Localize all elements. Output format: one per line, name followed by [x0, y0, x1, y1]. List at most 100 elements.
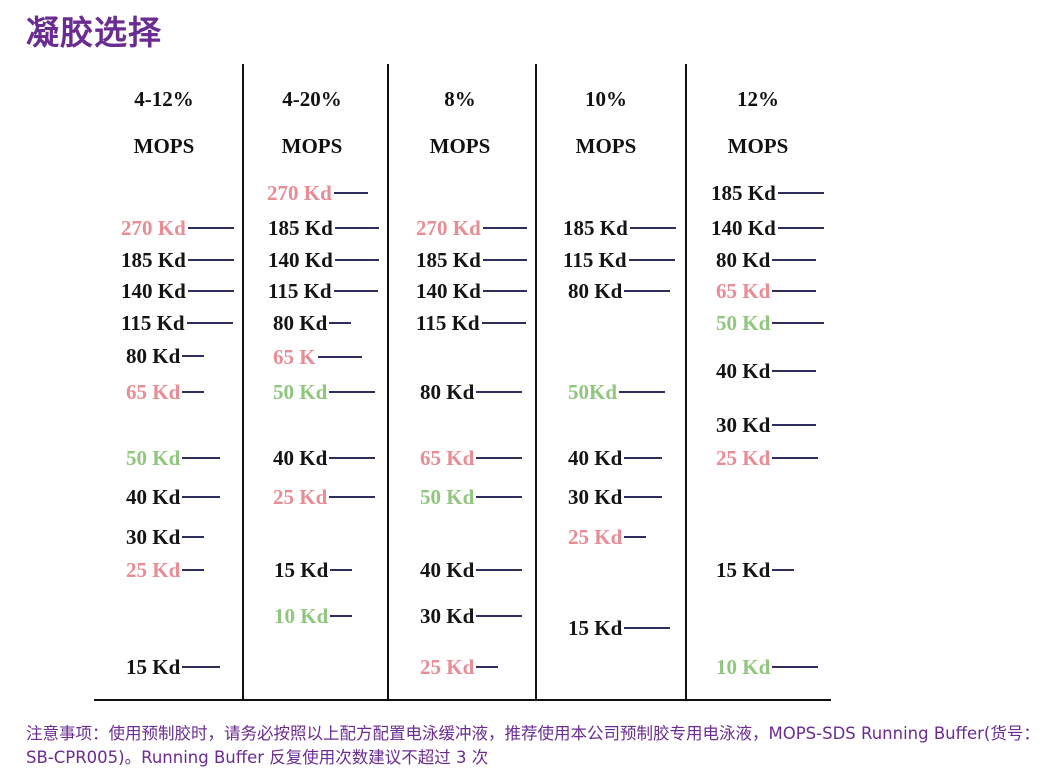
usage-note: 注意事项：使用预制胶时，请务必按照以上配方配置电泳缓冲液，推荐使用本公司预制胶专… — [26, 724, 1040, 767]
marker-line — [772, 290, 817, 292]
marker-band: 115 Kd — [563, 248, 675, 272]
marker-label: 270 Kd — [416, 216, 481, 240]
column-header: 4-12% — [134, 87, 194, 111]
marker-label: 185 Kd — [416, 248, 481, 272]
marker-label: 65 Kd — [716, 279, 771, 303]
marker-label: 30 Kd — [568, 485, 623, 509]
marker-band: 40 Kd — [716, 359, 817, 383]
column-divider — [242, 64, 244, 700]
marker-line — [329, 496, 376, 498]
marker-line — [187, 259, 234, 261]
marker-band: 185 Kd — [121, 248, 234, 272]
marker-line — [476, 391, 523, 393]
marker-line — [624, 496, 663, 498]
marker-line — [334, 227, 379, 229]
marker-label: 185 Kd — [121, 248, 186, 272]
marker-label: 25 Kd — [716, 446, 771, 470]
marker-label: 80 Kd — [420, 380, 475, 404]
marker-band: 65 K — [273, 345, 362, 369]
marker-band: 80 Kd — [126, 344, 205, 368]
marker-label: 40 Kd — [126, 485, 181, 509]
marker-line — [334, 259, 379, 261]
table-bottom-line — [94, 699, 831, 701]
marker-label: 25 Kd — [126, 558, 181, 582]
marker-line — [333, 290, 378, 292]
marker-label: 185 Kd — [563, 216, 628, 240]
marker-band: 115 Kd — [416, 311, 526, 335]
marker-line — [329, 457, 376, 459]
marker-label: 40 Kd — [716, 359, 771, 383]
marker-line — [482, 290, 527, 292]
marker-label: 30 Kd — [126, 525, 181, 549]
marker-band: 270 Kd — [267, 181, 368, 205]
marker-band: 270 Kd — [416, 216, 527, 240]
marker-band: 50 Kd — [273, 380, 376, 404]
marker-band: 25 Kd — [716, 446, 819, 470]
marker-label: 10 Kd — [274, 604, 329, 628]
marker-band: 15 Kd — [568, 616, 671, 640]
marker-band: 15 Kd — [126, 655, 221, 679]
marker-band: 25 Kd — [420, 655, 499, 679]
marker-line — [329, 322, 352, 324]
marker-label: 80 Kd — [273, 311, 328, 335]
marker-label: 25 Kd — [420, 655, 475, 679]
marker-line — [476, 615, 523, 617]
marker-label: 25 Kd — [273, 485, 328, 509]
marker-band: 140 Kd — [121, 279, 234, 303]
marker-band: 140 Kd — [268, 248, 379, 272]
marker-line — [619, 391, 666, 393]
marker-line — [333, 192, 368, 194]
column-buffer-type: MOPS — [429, 134, 491, 158]
marker-line — [329, 391, 376, 393]
marker-band: 65 Kd — [126, 380, 205, 404]
marker-band: 40 Kd — [126, 485, 221, 509]
marker-line — [772, 424, 817, 426]
marker-band: 50 Kd — [126, 446, 221, 470]
marker-line — [624, 457, 663, 459]
marker-label: 185 Kd — [711, 181, 776, 205]
marker-line — [629, 227, 676, 229]
marker-band: 30 Kd — [568, 485, 663, 509]
column-header: 4-20% — [282, 87, 342, 111]
marker-label: 15 Kd — [568, 616, 623, 640]
marker-label: 115 Kd — [268, 279, 332, 303]
marker-label: 50 Kd — [273, 380, 328, 404]
marker-line — [628, 259, 675, 261]
marker-line — [772, 457, 819, 459]
column-header: 12% — [737, 87, 779, 111]
marker-label: 15 Kd — [126, 655, 181, 679]
marker-band: 30 Kd — [716, 413, 817, 437]
marker-band: 25 Kd — [126, 558, 205, 582]
marker-label: 40 Kd — [420, 558, 475, 582]
marker-band: 50 Kd — [716, 311, 825, 335]
marker-band: 80 Kd — [716, 248, 817, 272]
marker-line — [777, 227, 824, 229]
marker-band: 65 Kd — [420, 446, 523, 470]
marker-label: 140 Kd — [121, 279, 186, 303]
marker-band: 10 Kd — [716, 655, 819, 679]
marker-band: 270 Kd — [121, 216, 234, 240]
marker-label: 115 Kd — [563, 248, 627, 272]
marker-band: 185 Kd — [416, 248, 527, 272]
marker-line — [182, 457, 221, 459]
marker-label: 140 Kd — [416, 279, 481, 303]
marker-line — [182, 496, 221, 498]
column-buffer-type: MOPS — [727, 134, 789, 158]
marker-line — [330, 569, 353, 571]
marker-band: 115 Kd — [121, 311, 233, 335]
marker-band: 30 Kd — [126, 525, 205, 549]
marker-line — [624, 627, 671, 629]
marker-label: 115 Kd — [416, 311, 480, 335]
column-buffer-type: MOPS — [575, 134, 637, 158]
marker-line — [482, 259, 527, 261]
marker-band: 15 Kd — [274, 558, 353, 582]
marker-label: 25 Kd — [568, 525, 623, 549]
marker-band: 80 Kd — [420, 380, 523, 404]
column-header: 10% — [585, 87, 627, 111]
marker-line — [476, 666, 499, 668]
marker-line — [624, 290, 671, 292]
column-buffer-type: MOPS — [281, 134, 343, 158]
marker-line — [187, 227, 234, 229]
marker-band: 40 Kd — [420, 558, 523, 582]
marker-band: 185 Kd — [268, 216, 379, 240]
